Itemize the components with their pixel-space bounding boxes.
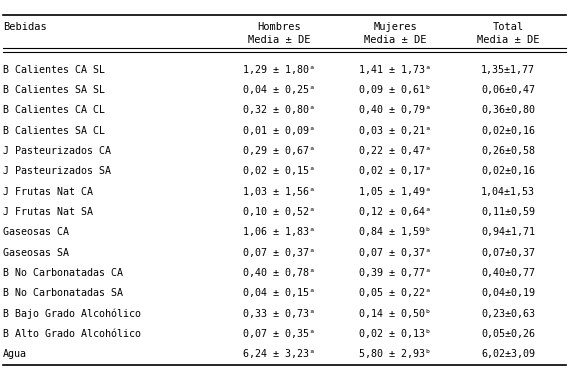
Text: 1,35±1,77: 1,35±1,77 (481, 65, 535, 75)
Text: 5,80 ± 2,93ᵇ: 5,80 ± 2,93ᵇ (360, 349, 431, 359)
Text: 0,07 ± 0,35ᵃ: 0,07 ± 0,35ᵃ (243, 329, 315, 339)
Text: 0,04 ± 0,15ᵃ: 0,04 ± 0,15ᵃ (243, 288, 315, 298)
Text: B Alto Grado Alcohólico: B Alto Grado Alcohólico (3, 329, 141, 339)
Text: B No Carbonatadas SA: B No Carbonatadas SA (3, 288, 123, 298)
Text: 0,06±0,47: 0,06±0,47 (481, 85, 535, 95)
Text: 0,04 ± 0,25ᵃ: 0,04 ± 0,25ᵃ (243, 85, 315, 95)
Text: 0,32 ± 0,80ᵃ: 0,32 ± 0,80ᵃ (243, 105, 315, 115)
Text: 0,09 ± 0,61ᵇ: 0,09 ± 0,61ᵇ (360, 85, 431, 95)
Text: B Calientes SA SL: B Calientes SA SL (3, 85, 105, 95)
Text: 1,41 ± 1,73ᵃ: 1,41 ± 1,73ᵃ (360, 65, 431, 75)
Text: 0,14 ± 0,50ᵇ: 0,14 ± 0,50ᵇ (360, 309, 431, 319)
Text: 1,04±1,53: 1,04±1,53 (481, 187, 535, 197)
Text: 0,02±0,16: 0,02±0,16 (481, 126, 535, 136)
Text: 0,10 ± 0,52ᵃ: 0,10 ± 0,52ᵃ (243, 207, 315, 217)
Text: Gaseosas SA: Gaseosas SA (3, 248, 69, 258)
Text: 0,33 ± 0,73ᵃ: 0,33 ± 0,73ᵃ (243, 309, 315, 319)
Text: 0,05±0,26: 0,05±0,26 (481, 329, 535, 339)
Text: 0,40±0,77: 0,40±0,77 (481, 268, 535, 278)
Text: Bebidas: Bebidas (3, 22, 47, 32)
Text: Gaseosas CA: Gaseosas CA (3, 227, 69, 237)
Text: 0,40 ± 0,78ᵃ: 0,40 ± 0,78ᵃ (243, 268, 315, 278)
Text: J Pasteurizados CA: J Pasteurizados CA (3, 146, 111, 156)
Text: B Calientes CA SL: B Calientes CA SL (3, 65, 105, 75)
Text: Agua: Agua (3, 349, 27, 359)
Text: Media ± DE: Media ± DE (248, 35, 310, 45)
Text: 0,84 ± 1,59ᵇ: 0,84 ± 1,59ᵇ (360, 227, 431, 237)
Text: 1,29 ± 1,80ᵃ: 1,29 ± 1,80ᵃ (243, 65, 315, 75)
Text: 6,24 ± 3,23ᵃ: 6,24 ± 3,23ᵃ (243, 349, 315, 359)
Text: Mujeres: Mujeres (374, 22, 417, 32)
Text: Hombres: Hombres (257, 22, 300, 32)
Text: J Pasteurizados SA: J Pasteurizados SA (3, 166, 111, 176)
Text: 0,94±1,71: 0,94±1,71 (481, 227, 535, 237)
Text: 0,02 ± 0,13ᵇ: 0,02 ± 0,13ᵇ (360, 329, 431, 339)
Text: 0,40 ± 0,79ᵃ: 0,40 ± 0,79ᵃ (360, 105, 431, 115)
Text: J Frutas Nat SA: J Frutas Nat SA (3, 207, 93, 217)
Text: 0,36±0,80: 0,36±0,80 (481, 105, 535, 115)
Text: 0,12 ± 0,64ᵃ: 0,12 ± 0,64ᵃ (360, 207, 431, 217)
Text: 0,03 ± 0,21ᵃ: 0,03 ± 0,21ᵃ (360, 126, 431, 136)
Text: J Frutas Nat CA: J Frutas Nat CA (3, 187, 93, 197)
Text: 0,01 ± 0,09ᵃ: 0,01 ± 0,09ᵃ (243, 126, 315, 136)
Text: B No Carbonatadas CA: B No Carbonatadas CA (3, 268, 123, 278)
Text: 1,03 ± 1,56ᵃ: 1,03 ± 1,56ᵃ (243, 187, 315, 197)
Text: 0,29 ± 0,67ᵃ: 0,29 ± 0,67ᵃ (243, 146, 315, 156)
Text: B Calientes CA CL: B Calientes CA CL (3, 105, 105, 115)
Text: 1,06 ± 1,83ᵃ: 1,06 ± 1,83ᵃ (243, 227, 315, 237)
Text: 0,07 ± 0,37ᵃ: 0,07 ± 0,37ᵃ (243, 248, 315, 258)
Text: 0,07 ± 0,37ᵃ: 0,07 ± 0,37ᵃ (360, 248, 431, 258)
Text: 0,04±0,19: 0,04±0,19 (481, 288, 535, 298)
Text: 0,23±0,63: 0,23±0,63 (481, 309, 535, 319)
Text: 0,05 ± 0,22ᵃ: 0,05 ± 0,22ᵃ (360, 288, 431, 298)
Text: Media ± DE: Media ± DE (477, 35, 539, 45)
Text: 1,05 ± 1,49ᵃ: 1,05 ± 1,49ᵃ (360, 187, 431, 197)
Text: B Bajo Grado Alcohólico: B Bajo Grado Alcohólico (3, 308, 141, 319)
Text: 0,02 ± 0,15ᵃ: 0,02 ± 0,15ᵃ (243, 166, 315, 176)
Text: 0,11±0,59: 0,11±0,59 (481, 207, 535, 217)
Text: Total: Total (493, 22, 523, 32)
Text: B Calientes SA CL: B Calientes SA CL (3, 126, 105, 136)
Text: Media ± DE: Media ± DE (364, 35, 427, 45)
Text: 0,02 ± 0,17ᵃ: 0,02 ± 0,17ᵃ (360, 166, 431, 176)
Text: 0,02±0,16: 0,02±0,16 (481, 166, 535, 176)
Text: 6,02±3,09: 6,02±3,09 (481, 349, 535, 359)
Text: 0,39 ± 0,77ᵃ: 0,39 ± 0,77ᵃ (360, 268, 431, 278)
Text: 0,07±0,37: 0,07±0,37 (481, 248, 535, 258)
Text: 0,26±0,58: 0,26±0,58 (481, 146, 535, 156)
Text: 0,22 ± 0,47ᵃ: 0,22 ± 0,47ᵃ (360, 146, 431, 156)
